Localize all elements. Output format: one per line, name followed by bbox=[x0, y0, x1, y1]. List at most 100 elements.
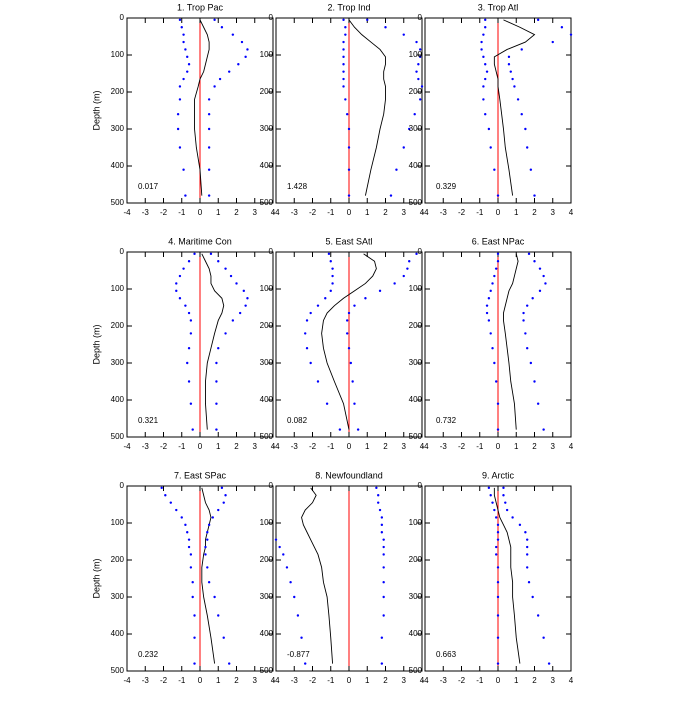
x-tick-label: -1 bbox=[178, 208, 186, 217]
bound-dot bbox=[187, 63, 191, 66]
bound-dot bbox=[178, 98, 182, 101]
x-tick-label: 2 bbox=[383, 442, 388, 451]
y-tick-label: 300 bbox=[111, 124, 125, 133]
x-tick-label: 1 bbox=[365, 676, 370, 685]
bound-dot bbox=[493, 274, 496, 278]
bound-dot bbox=[206, 566, 209, 569]
bound-dot bbox=[529, 168, 533, 171]
bound-dot bbox=[187, 347, 191, 350]
bound-dot bbox=[180, 516, 183, 519]
bound-dot bbox=[382, 581, 385, 584]
bound-dot bbox=[178, 146, 182, 149]
bound-dot bbox=[342, 77, 345, 81]
bound-dot bbox=[209, 252, 213, 256]
x-tick-label: -4 bbox=[272, 676, 280, 685]
bound-dot bbox=[484, 63, 487, 66]
profile-line bbox=[201, 253, 225, 430]
x-tick-label: -2 bbox=[309, 676, 317, 685]
bound-dot bbox=[402, 146, 405, 149]
bound-dot bbox=[246, 48, 249, 51]
profile-line bbox=[194, 19, 210, 196]
y-tick-label: 500 bbox=[260, 666, 274, 675]
bound-dot bbox=[536, 402, 540, 405]
bound-dot bbox=[366, 18, 369, 22]
bound-dot bbox=[524, 332, 527, 335]
bound-dot bbox=[224, 332, 227, 335]
x-tick-label: -1 bbox=[327, 442, 335, 451]
bound-dot bbox=[527, 252, 531, 256]
bound-dot bbox=[217, 347, 220, 350]
y-tick-label: 100 bbox=[111, 50, 125, 59]
bound-dot bbox=[193, 252, 196, 256]
bound-dot bbox=[496, 566, 500, 569]
bound-dot bbox=[207, 98, 211, 101]
bound-dot bbox=[353, 304, 356, 307]
panel-title: 5. East SAtl bbox=[325, 236, 372, 246]
bound-dot bbox=[182, 168, 185, 171]
x-tick-label: 4 bbox=[569, 676, 574, 685]
bound-dot bbox=[408, 127, 411, 131]
bound-dot bbox=[417, 63, 420, 66]
bound-dot bbox=[184, 48, 187, 51]
bound-dot bbox=[496, 252, 500, 256]
bound-dot bbox=[526, 347, 529, 350]
bound-dot bbox=[536, 18, 540, 22]
x-tick-label: 2 bbox=[532, 676, 537, 685]
bound-dot bbox=[240, 40, 244, 44]
bound-dot bbox=[482, 33, 485, 36]
bound-dot bbox=[377, 494, 380, 497]
y-tick-label: 400 bbox=[409, 395, 423, 404]
bound-dot bbox=[224, 267, 227, 270]
bound-dot bbox=[364, 297, 367, 300]
bound-dot bbox=[180, 26, 183, 29]
x-tick-label: -4 bbox=[272, 442, 280, 451]
bound-dot bbox=[513, 85, 516, 88]
x-tick-label: -4 bbox=[123, 208, 131, 217]
bound-dot bbox=[482, 98, 485, 101]
bound-dot bbox=[542, 274, 545, 278]
bound-dot bbox=[496, 428, 500, 431]
bound-dot bbox=[420, 85, 424, 88]
y-tick-label: 0 bbox=[418, 481, 423, 490]
y-tick-label: 0 bbox=[120, 481, 125, 490]
x-tick-label: -2 bbox=[160, 208, 168, 217]
annotation: 0.329 bbox=[436, 182, 457, 191]
y-tick-label: 0 bbox=[120, 13, 125, 22]
bound-dot bbox=[189, 402, 193, 405]
bound-dot bbox=[316, 304, 320, 307]
bound-dot bbox=[344, 33, 347, 36]
bound-dot bbox=[182, 33, 185, 36]
bound-dot bbox=[380, 531, 384, 534]
bound-dot bbox=[484, 26, 487, 29]
x-tick-label: 2 bbox=[383, 208, 388, 217]
bound-dot bbox=[496, 581, 500, 584]
bound-dot bbox=[246, 297, 249, 300]
y-tick-label: 200 bbox=[260, 321, 274, 330]
bound-dot bbox=[485, 304, 489, 307]
bound-dot bbox=[309, 361, 312, 365]
bound-dot bbox=[526, 146, 529, 149]
bound-dot bbox=[345, 319, 349, 322]
bound-dot bbox=[178, 18, 182, 22]
bound-dot bbox=[345, 332, 349, 335]
bound-dot bbox=[347, 127, 351, 131]
x-tick-label: 2 bbox=[234, 442, 239, 451]
profile-line bbox=[301, 487, 334, 664]
bound-dot bbox=[184, 304, 187, 307]
bound-dot bbox=[331, 282, 334, 285]
y-tick-label: 0 bbox=[269, 247, 274, 256]
bound-dot bbox=[505, 508, 509, 512]
annotation: 1.428 bbox=[287, 182, 308, 191]
bound-dot bbox=[206, 531, 209, 534]
y-tick-label: 100 bbox=[260, 284, 274, 293]
bound-dot bbox=[380, 523, 384, 527]
x-tick-label: -3 bbox=[142, 676, 150, 685]
bound-dot bbox=[524, 531, 527, 534]
y-tick-label: 400 bbox=[260, 161, 274, 170]
panel-title: 1. Trop Pac bbox=[177, 2, 224, 12]
bound-dot bbox=[395, 168, 398, 171]
bound-dot bbox=[417, 77, 420, 81]
y-tick-label: 300 bbox=[409, 358, 423, 367]
y-tick-label: 100 bbox=[260, 50, 274, 59]
bound-dot bbox=[217, 508, 220, 512]
